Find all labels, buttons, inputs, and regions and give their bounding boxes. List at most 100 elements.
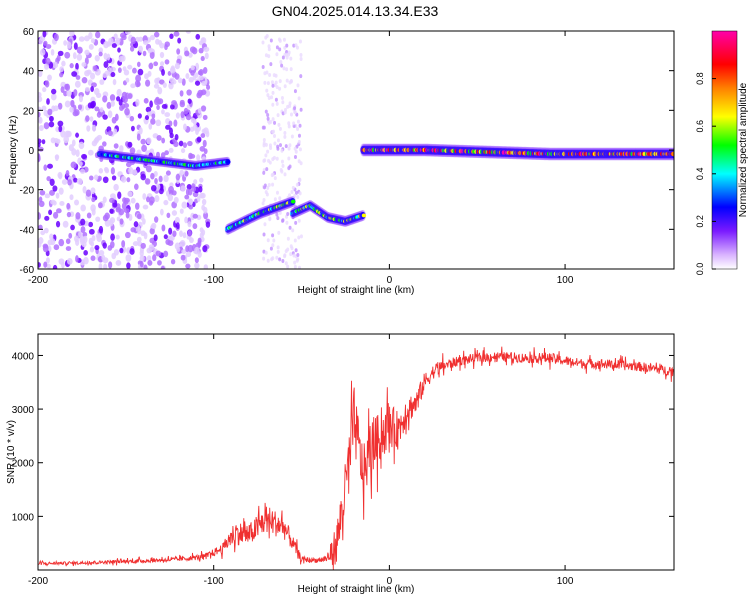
noise-speckle xyxy=(187,98,192,104)
band-core xyxy=(290,199,296,204)
noise-speckle xyxy=(88,221,94,228)
noise-speckle xyxy=(80,204,86,212)
noise-speckle xyxy=(46,176,51,182)
noise-speckle xyxy=(48,121,55,128)
noise-speckle xyxy=(96,234,102,243)
noise-speckle xyxy=(163,199,169,206)
noise-speckle xyxy=(143,264,148,269)
noise-speckle xyxy=(111,175,117,181)
noise-speckle xyxy=(58,258,65,265)
noise-speckle xyxy=(285,43,289,48)
noise-speckle xyxy=(65,238,71,245)
noise-speckle xyxy=(84,49,90,56)
noise-speckle xyxy=(115,234,120,240)
snr-plot-area xyxy=(38,346,674,570)
noise-speckle xyxy=(136,149,142,156)
noise-speckle xyxy=(70,224,75,231)
noise-speckle xyxy=(196,195,201,203)
noise-speckle xyxy=(263,80,267,85)
noise-speckle xyxy=(184,194,190,200)
noise-speckle xyxy=(115,259,122,266)
noise-speckle xyxy=(293,146,297,151)
noise-speckle xyxy=(85,189,92,197)
colorbar: 0.0 0.2 0.4 0.6 0.8 Normalized spectral ampl… xyxy=(695,30,749,275)
noise-speckle xyxy=(269,246,273,251)
noise-speckle xyxy=(175,173,181,181)
noise-speckle xyxy=(59,201,65,206)
noise-speckle xyxy=(275,85,279,90)
noise-speckle xyxy=(156,135,162,141)
noise-speckle xyxy=(182,232,187,239)
noise-speckle xyxy=(273,176,277,181)
noise-speckle xyxy=(64,100,71,108)
noise-speckle xyxy=(168,147,174,153)
noise-speckle xyxy=(73,42,78,50)
noise-speckle xyxy=(81,241,87,248)
noise-speckle xyxy=(299,52,303,57)
noise-speckle xyxy=(156,104,160,110)
noise-speckle xyxy=(110,167,115,175)
band-core xyxy=(361,213,367,218)
noise-speckle xyxy=(116,88,122,97)
noise-speckle xyxy=(148,123,153,130)
noise-speckle xyxy=(283,84,287,89)
noise-speckle xyxy=(197,251,202,258)
colorbar-tick-label: 0.6 xyxy=(695,120,705,133)
noise-speckle xyxy=(288,104,292,109)
noise-speckle xyxy=(155,250,162,257)
noise-speckle xyxy=(90,240,95,247)
noise-speckle xyxy=(202,114,208,121)
noise-speckle xyxy=(113,249,120,256)
noise-speckle xyxy=(149,34,156,41)
noise-speckle xyxy=(194,257,199,264)
noise-speckle xyxy=(74,80,81,88)
noise-speckle xyxy=(262,170,266,175)
noise-speckle xyxy=(89,116,94,122)
noise-speckle xyxy=(138,45,143,53)
noise-speckle xyxy=(112,79,117,86)
noise-speckle xyxy=(261,40,265,45)
noise-speckle xyxy=(193,179,198,185)
noise-speckle xyxy=(136,133,141,141)
noise-speckle xyxy=(43,122,50,130)
noise-speckle xyxy=(102,196,107,203)
noise-speckle xyxy=(284,261,288,266)
noise-speckle xyxy=(263,185,267,190)
noise-speckle xyxy=(266,93,270,98)
noise-speckle xyxy=(71,139,76,147)
noise-speckle xyxy=(280,63,284,68)
noise-speckle xyxy=(281,259,285,264)
noise-speckle xyxy=(169,33,174,40)
noise-speckle xyxy=(52,264,58,269)
noise-speckle xyxy=(299,234,303,239)
noise-speckle xyxy=(137,68,144,76)
noise-speckle xyxy=(86,125,91,132)
noise-speckle xyxy=(295,258,299,263)
y-tick-label: 40 xyxy=(23,67,35,78)
noise-speckle xyxy=(130,36,136,45)
noise-speckle xyxy=(47,74,52,81)
noise-speckle xyxy=(90,255,96,262)
noise-speckle xyxy=(294,248,298,253)
colorbar-tick-label: 0.2 xyxy=(695,215,705,228)
noise-speckle xyxy=(289,56,293,61)
noise-speckle xyxy=(164,112,171,118)
noise-speckle xyxy=(151,222,157,230)
noise-speckle xyxy=(86,212,92,219)
noise-speckle xyxy=(115,37,121,44)
noise-speckle xyxy=(275,190,279,195)
noise-speckle xyxy=(50,238,56,246)
noise-speckle xyxy=(43,261,48,268)
noise-speckle xyxy=(188,204,194,210)
noise-speckle xyxy=(267,47,271,52)
noise-speckle xyxy=(94,87,100,96)
noise-speckle xyxy=(283,172,287,177)
noise-speckle xyxy=(102,214,109,222)
noise-speckle xyxy=(147,259,153,266)
noise-speckle xyxy=(129,115,135,122)
noise-speckle xyxy=(89,72,96,80)
noise-speckle xyxy=(130,197,136,204)
noise-speckle xyxy=(110,100,115,107)
noise-speckle xyxy=(57,120,64,127)
noise-speckle xyxy=(293,260,297,265)
